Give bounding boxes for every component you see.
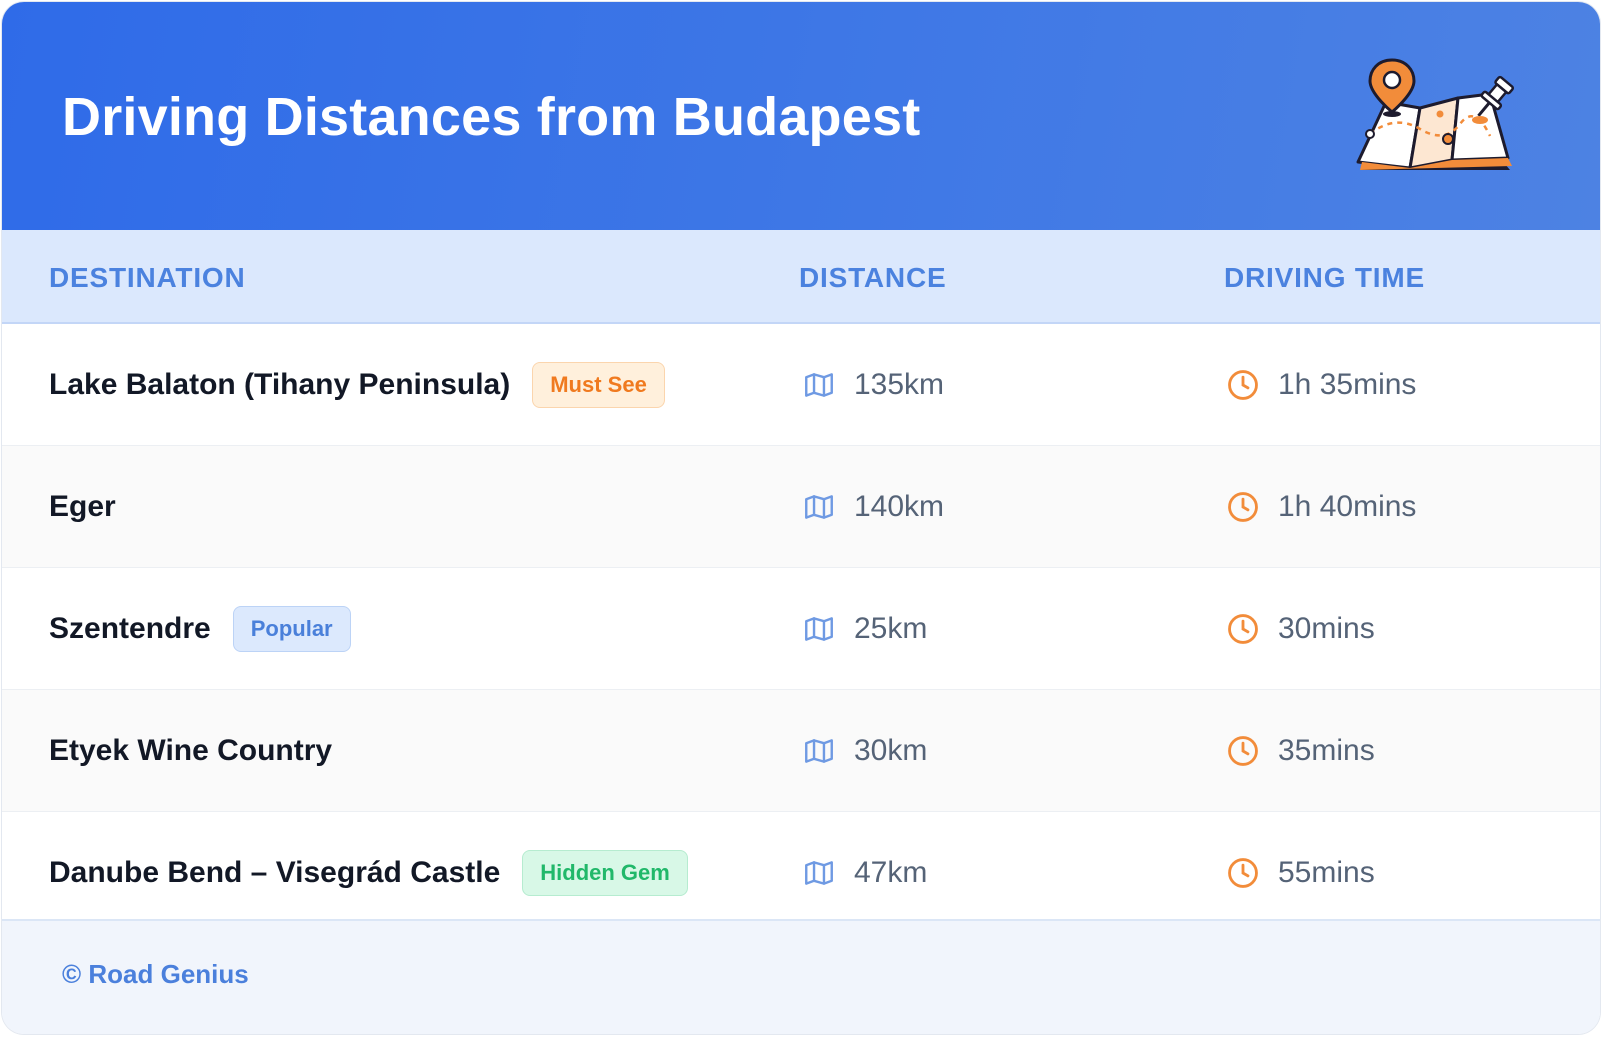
- destination-badge: Must See: [532, 361, 665, 408]
- destination-cell: Lake Balaton (Tihany Peninsula) Must See: [49, 324, 665, 445]
- destination-name: Danube Bend – Visegrád Castle: [49, 855, 501, 889]
- table-row: Danube Bend – Visegrád Castle Hidden Gem…: [2, 812, 1600, 934]
- footer-credit: © Road Genius: [62, 959, 249, 989]
- driving-time-cell: 1h 40mins: [1226, 446, 1416, 567]
- driving-time-cell: 30mins: [1226, 568, 1375, 689]
- column-header-destination: DESTINATION: [49, 262, 246, 293]
- distance-cell: 25km: [802, 568, 927, 689]
- map-icon: [805, 616, 833, 641]
- column-header-distance: DISTANCE: [799, 262, 947, 293]
- destination-cell: Szentendre Popular: [49, 568, 351, 689]
- footer: © Road Genius: [2, 919, 1600, 1034]
- driving-time-value: 1h 40mins: [1278, 489, 1417, 523]
- clock-icon: [1228, 491, 1258, 522]
- destination-name: Lake Balaton (Tihany Peninsula): [49, 367, 511, 401]
- destination-name: Szentendre: [49, 611, 211, 645]
- driving-time-value: 55mins: [1278, 855, 1375, 889]
- distance-value: 47km: [854, 855, 928, 889]
- clock-icon: [1228, 735, 1258, 766]
- table-row: Eger 140km 1h 40mins: [2, 446, 1600, 568]
- destination-name: Etyek Wine Country: [49, 733, 333, 767]
- table-row: Szentendre Popular 25km 30mins: [2, 568, 1600, 690]
- driving-time-value: 35mins: [1278, 733, 1375, 767]
- table-row: Lake Balaton (Tihany Peninsula) Must See…: [2, 324, 1600, 446]
- clock-icon: [1228, 857, 1258, 888]
- destination-cell: Etyek Wine Country: [49, 690, 332, 811]
- distance-value: 140km: [854, 489, 945, 523]
- destination-name: Eger: [49, 489, 116, 523]
- destination-badge: Popular: [232, 605, 351, 652]
- distance-value: 135km: [854, 367, 945, 401]
- column-header-driving-time: DRIVING TIME: [1224, 262, 1425, 293]
- driving-time-cell: 1h 35mins: [1226, 324, 1416, 445]
- page-title: Driving Distances from Budapest: [62, 87, 921, 147]
- driving-time-value: 1h 35mins: [1278, 367, 1417, 401]
- distance-cell: 140km: [802, 446, 944, 567]
- map-icon: [805, 372, 833, 397]
- card-header: Driving Distances from Budapest: [2, 2, 1600, 230]
- destination-cell: Danube Bend – Visegrád Castle Hidden Gem: [49, 812, 688, 933]
- table-header: DESTINATION DISTANCE DRIVING TIME: [2, 230, 1600, 324]
- distance-cell: 30km: [802, 690, 927, 811]
- destination-badge: Hidden Gem: [522, 849, 688, 896]
- distance-cell: 47km: [802, 812, 927, 933]
- map-icon: [805, 860, 833, 885]
- distance-cell: 135km: [802, 324, 944, 445]
- clock-icon: [1228, 369, 1258, 400]
- driving-time-cell: 55mins: [1226, 812, 1375, 933]
- clock-icon: [1228, 613, 1258, 644]
- distance-value: 25km: [854, 611, 928, 645]
- map-icon: [805, 738, 833, 763]
- driving-time-value: 30mins: [1278, 611, 1375, 645]
- table-row: Etyek Wine Country 30km 35mins: [2, 690, 1600, 812]
- table-body: Lake Balaton (Tihany Peninsula) Must See…: [2, 324, 1600, 934]
- map-with-pins-icon: [1356, 58, 1515, 170]
- driving-time-cell: 35mins: [1226, 690, 1375, 811]
- map-icon: [805, 494, 833, 519]
- distance-value: 30km: [854, 733, 928, 767]
- destination-cell: Eger: [49, 446, 116, 567]
